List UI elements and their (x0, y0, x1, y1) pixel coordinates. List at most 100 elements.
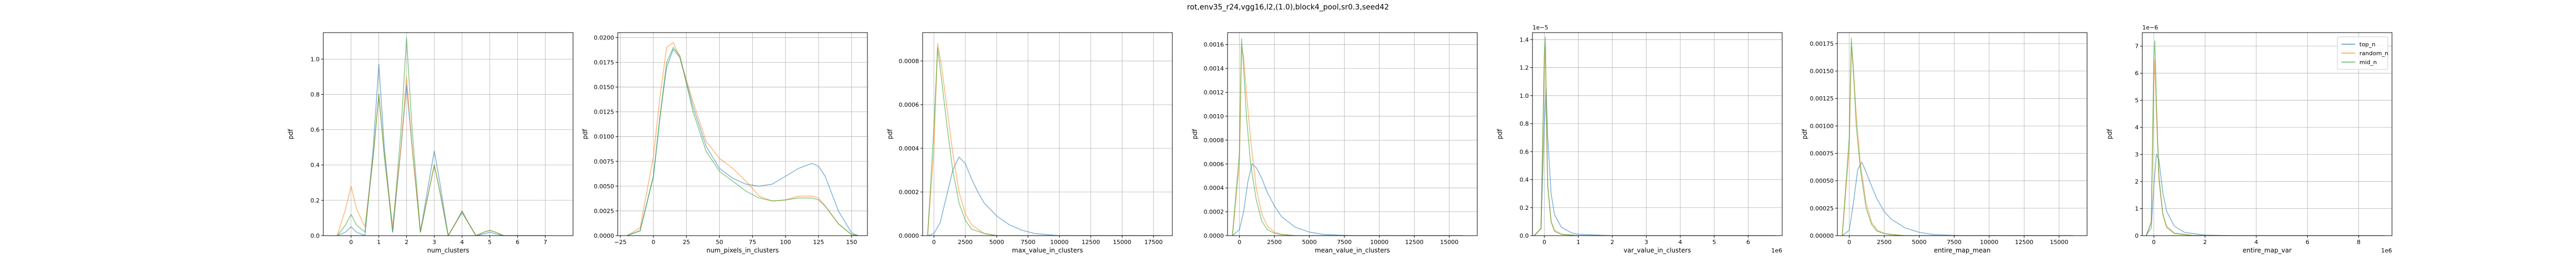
y-tick-label: 0.0075 (594, 158, 615, 165)
series-line-mid_n (336, 37, 546, 236)
y-tick-label: 5 (2135, 97, 2139, 104)
x-tick-label: 8 (2357, 239, 2360, 246)
x-axis-label: var_value_in_clusters (1623, 247, 1691, 254)
x-tick-label: 6 (516, 239, 519, 246)
y-tick-label: 1.0 (1520, 93, 1529, 99)
y-tick-label: 0.0 (311, 232, 320, 239)
y-tick-label: 0.0025 (594, 208, 615, 215)
x-tick-label: 12500 (2015, 239, 2033, 246)
series-line-top_n (1232, 163, 1464, 236)
x-tick-label: 50 (716, 239, 723, 246)
y-tick-label: 0.0000 (1204, 232, 1224, 239)
y-tick-label: 0.00150 (1810, 68, 1834, 75)
x-tick-label: 2500 (1267, 239, 1282, 246)
x-tick-label: 17500 (1144, 239, 1163, 246)
series-line-random_n (627, 42, 858, 236)
x-tick-label: 10000 (1370, 239, 1388, 246)
y-tick-label: 0.00100 (1810, 123, 1834, 129)
y-tick-label: 6 (2135, 70, 2139, 77)
y-axis-label: pdf (581, 129, 589, 139)
series-line-top_n (1842, 161, 2073, 236)
x-tick-label: 2 (1610, 239, 1614, 246)
y-axis-label: pdf (1496, 129, 1504, 139)
y-tick-label: 1.0 (311, 56, 320, 63)
x-tick-label: 7 (544, 239, 547, 246)
y-tick-label: 0.0200 (594, 34, 615, 41)
x-tick-label: 5000 (1302, 239, 1317, 246)
chart-panel-2: −25 0 25 50 75 100 125 150 0.0000 0.0025 0.0050 0.0… (581, 32, 868, 254)
x-tick-label: 6 (2306, 239, 2309, 246)
y-tick-label: 0.00125 (1810, 95, 1834, 102)
y-tick-label: 0.0100 (594, 134, 615, 140)
x-tick-label: 0 (1542, 239, 1546, 246)
x-tick-label: 6 (1746, 239, 1750, 246)
x-tick-label: 100 (780, 239, 791, 246)
chart-panel-3: 0 2500 5000 7500 10000 12500 15000 17500 0.0000 0… (886, 32, 1173, 254)
x-tick-label: 25 (683, 239, 690, 246)
x-tick-label: 3 (433, 239, 436, 246)
y-tick-label: 1.4 (1520, 36, 1529, 43)
x-tick-label: 4 (1679, 239, 1682, 246)
figure-suptitle: rot,env35_r24,vgg16,l2,(1.0),block4_pool… (1187, 3, 1389, 12)
y-axis-label: pdf (886, 129, 894, 139)
x-tick-label: 3 (1644, 239, 1648, 246)
x-tick-label: 15000 (2050, 239, 2068, 246)
y-tick-label: 0.00175 (1810, 41, 1834, 47)
x-tick-label: 5 (1712, 239, 1716, 246)
x-axis-label: entire_map_var (2243, 247, 2292, 254)
y-tick-label: 0.8 (311, 91, 320, 98)
x-tick-label: 2 (405, 239, 408, 246)
y-tick-label: 4 (2135, 124, 2139, 131)
axes-frame (1227, 32, 1478, 236)
y-tick-label: 2 (2135, 178, 2139, 185)
y-tick-label: 0 (2135, 232, 2139, 239)
y-tick-label: 3 (2135, 151, 2139, 158)
y-tick-label: 0.00075 (1810, 150, 1834, 157)
y-axis-label: pdf (287, 129, 294, 139)
series-line-mid_n (1534, 36, 1776, 236)
y-tick-label: 0.0004 (1204, 185, 1224, 191)
series-line-top_n (927, 156, 1160, 236)
x-tick-label: 0 (349, 239, 353, 246)
x-axis-label: entire_map_mean (1934, 247, 1991, 254)
x-tick-label: 5 (488, 239, 492, 246)
y-tick-label: 0.4 (311, 162, 320, 169)
legend-label-mid_n: mid_n (2359, 59, 2377, 66)
y-tick-label: 0.0002 (1204, 209, 1224, 216)
chart-panel-7: 0 2 4 6 8 0 1 2 3 4 5 6 7 entire_map_var pdf 1e−6 1e6 (2106, 24, 2393, 254)
x-tick-label: 2500 (1877, 239, 1892, 246)
y-tick-label: 0.2 (1520, 205, 1529, 211)
x-axis-label: max_value_in_clusters (1012, 247, 1083, 254)
chart-panel-1: 0 1 2 3 4 5 6 7 0.0 0.2 0.4 0.6 0.8 1.0 num_clusters pd… (287, 32, 574, 254)
x-axis-multiplier: 1e6 (1771, 247, 1782, 254)
y-tick-label: 0.0 (1520, 232, 1529, 239)
axes-frame (1532, 32, 1783, 236)
y-tick-label: 1.2 (1520, 65, 1529, 72)
axes-frame (617, 32, 868, 236)
y-axis-multiplier: 1e−5 (1532, 24, 1548, 31)
y-tick-label: 0.0016 (1204, 42, 1224, 48)
y-tick-label: 0.00050 (1810, 178, 1834, 185)
y-axis-multiplier: 1e−6 (2142, 24, 2158, 31)
y-tick-label: 0.0002 (899, 189, 919, 196)
series-line-mid_n (1842, 37, 2073, 236)
x-tick-label: 75 (749, 239, 756, 246)
y-tick-label: 0.0006 (1204, 161, 1224, 168)
y-tick-label: 0.0008 (1204, 137, 1224, 144)
x-axis-label: num_clusters (427, 247, 469, 254)
x-tick-label: 5000 (989, 239, 1004, 246)
x-tick-label: 0 (1238, 239, 1241, 246)
x-tick-label: 10000 (1050, 239, 1069, 246)
series-line-mid_n (1232, 38, 1464, 236)
y-tick-label: 0.0006 (899, 102, 919, 108)
x-tick-label: −25 (614, 239, 626, 246)
y-tick-label: 0.4 (1520, 177, 1529, 184)
y-axis-label: pdf (1191, 129, 1199, 139)
y-tick-label: 0.0150 (594, 84, 615, 91)
series-line-mid_n (927, 47, 1160, 236)
chart-panel-5: 0 1 2 3 4 5 6 0.0 0.2 0.4 0.6 0.8 1.0 1.2 1.4 var_value… (1496, 24, 1783, 254)
y-tick-label: 0.00000 (1810, 232, 1834, 239)
legend-label-top_n: top_n (2359, 41, 2376, 48)
